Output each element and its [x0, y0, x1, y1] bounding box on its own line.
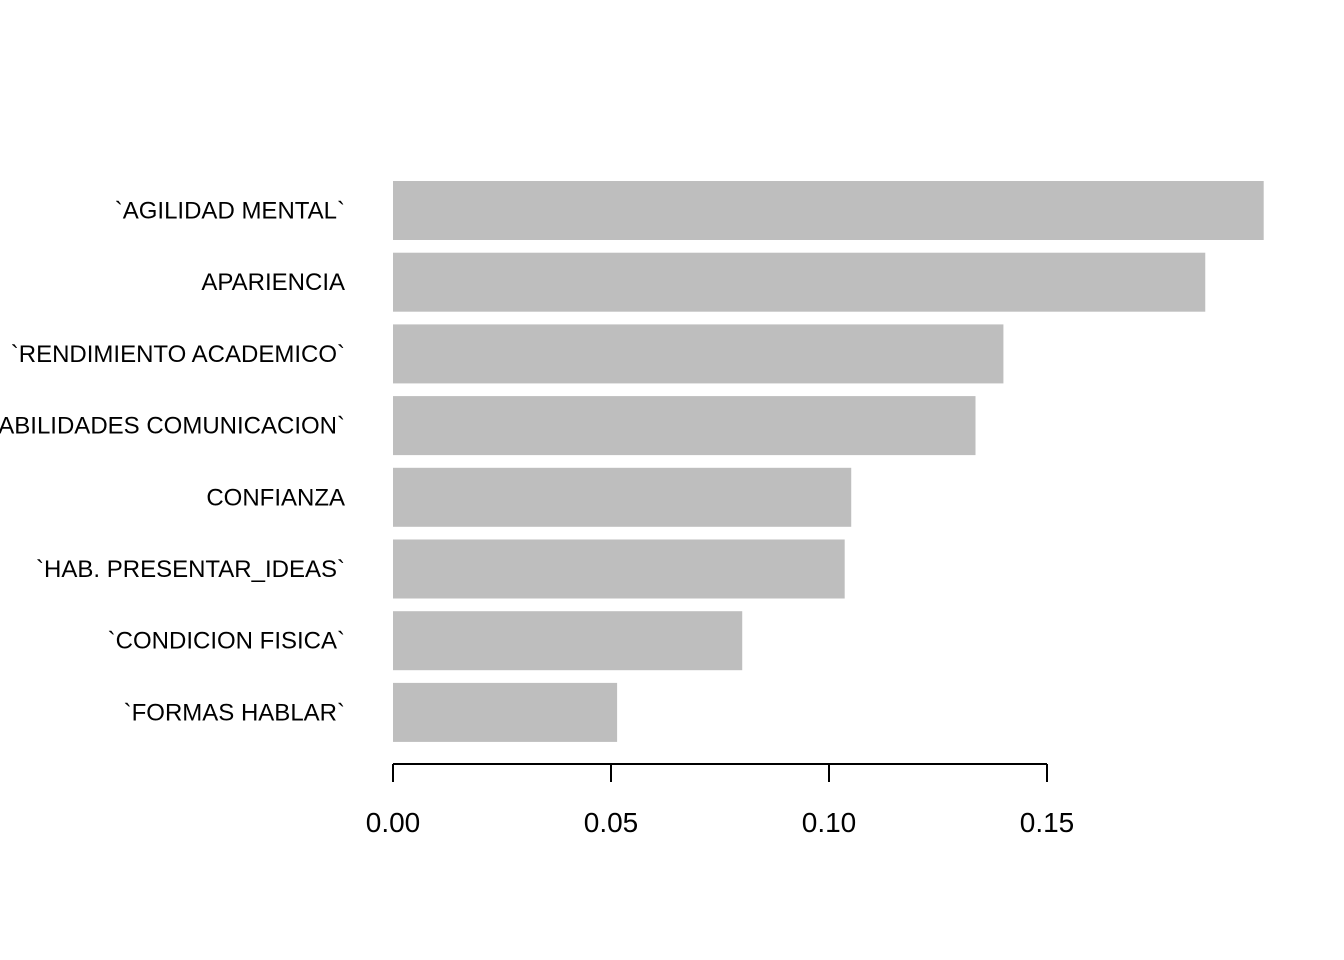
- bar: [393, 467, 852, 527]
- category-label: `HABILIDADES COMUNICACION`: [0, 413, 345, 440]
- x-axis: 0.00 0.05 0.10 0.15: [366, 763, 1075, 838]
- bar: [393, 539, 845, 599]
- bar: [393, 324, 1004, 384]
- bar: [393, 252, 1206, 312]
- category-label: `AGILIDAD MENTAL`: [115, 198, 345, 225]
- bar: [393, 611, 743, 671]
- x-tick-label: 0.10: [802, 807, 857, 838]
- category-labels-group: `AGILIDAD MENTAL` APARIENCIA `RENDIMIENTO …: [0, 198, 345, 727]
- bar: [393, 396, 976, 456]
- category-label: `RENDIMIENTO ACADEMICO`: [11, 341, 345, 368]
- bars-group: [393, 181, 1264, 742]
- category-label: CONFIANZA: [206, 484, 345, 511]
- category-label: APARIENCIA: [201, 269, 345, 296]
- category-label: `FORMAS HABLAR`: [124, 699, 345, 726]
- category-label: `CONDICION FISICA`: [108, 628, 345, 655]
- bar: [393, 181, 1264, 240]
- x-tick-label: 0.00: [366, 807, 421, 838]
- x-tick-label: 0.05: [584, 807, 639, 838]
- x-tick-label: 0.15: [1020, 807, 1075, 838]
- bar: [393, 682, 618, 742]
- category-label: `HAB. PRESENTAR_IDEAS`: [36, 556, 345, 583]
